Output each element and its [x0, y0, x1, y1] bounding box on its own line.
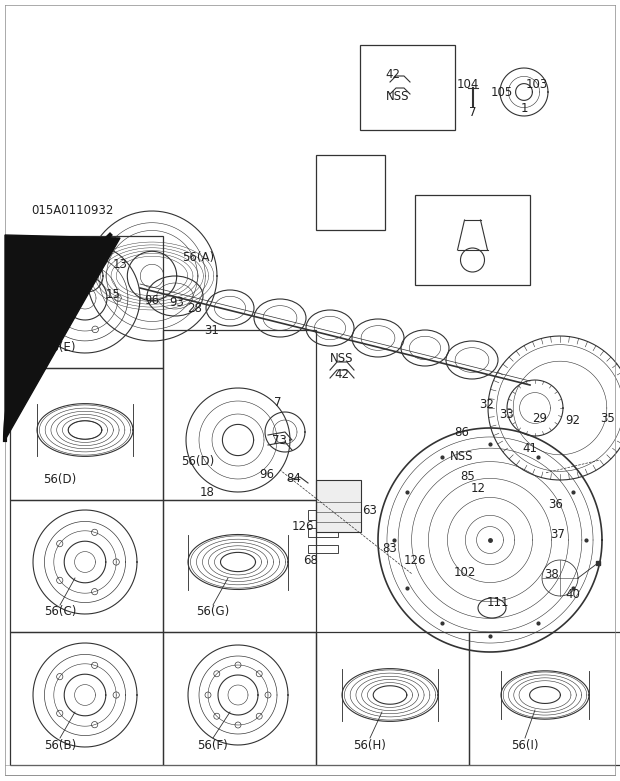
- Text: 126: 126: [292, 520, 314, 533]
- Text: 35: 35: [601, 412, 616, 425]
- Text: 111: 111: [487, 595, 509, 608]
- Text: 015A0110932: 015A0110932: [31, 204, 113, 216]
- Text: 93: 93: [169, 295, 184, 308]
- Text: 7: 7: [469, 105, 477, 119]
- Text: 56(I): 56(I): [512, 739, 539, 751]
- Text: 56(H): 56(H): [353, 739, 386, 751]
- Bar: [360, 45, 455, 130]
- Text: 18: 18: [200, 487, 215, 500]
- Bar: [316, 632, 469, 765]
- Text: 56(D): 56(D): [43, 473, 77, 487]
- Text: NSS: NSS: [450, 450, 474, 462]
- Bar: [308, 528, 338, 537]
- Text: 36: 36: [549, 498, 564, 512]
- Text: 103: 103: [526, 79, 548, 91]
- Text: 28: 28: [188, 301, 203, 315]
- Bar: [10, 236, 163, 368]
- Text: 84: 84: [286, 472, 301, 484]
- Text: 92: 92: [565, 415, 580, 427]
- Text: 56(C): 56(C): [44, 605, 76, 619]
- Text: 33: 33: [500, 408, 515, 422]
- Text: NSS: NSS: [386, 90, 410, 102]
- Text: 31: 31: [205, 323, 219, 337]
- Text: 68: 68: [304, 554, 319, 566]
- Text: 14: 14: [71, 284, 86, 297]
- Bar: [308, 545, 338, 553]
- Text: 86: 86: [454, 426, 469, 438]
- Bar: [163, 632, 316, 765]
- Text: NSS: NSS: [330, 351, 354, 365]
- Bar: [316, 480, 361, 532]
- Text: 1: 1: [520, 102, 528, 115]
- Bar: [10, 368, 163, 500]
- Bar: [415, 195, 530, 285]
- Text: 105: 105: [491, 85, 513, 98]
- Text: 56(E): 56(E): [44, 341, 76, 355]
- Text: 96: 96: [260, 468, 275, 480]
- Text: 56(B): 56(B): [44, 739, 76, 751]
- Text: 12: 12: [471, 482, 485, 494]
- Text: 102: 102: [454, 566, 476, 580]
- Bar: [163, 500, 316, 632]
- Text: 56(D): 56(D): [182, 455, 215, 469]
- Text: 7: 7: [274, 395, 281, 408]
- Text: 40: 40: [565, 589, 580, 601]
- Bar: [10, 500, 163, 632]
- Text: 126: 126: [404, 554, 427, 566]
- Text: 41: 41: [523, 443, 538, 455]
- Text: 29: 29: [533, 412, 547, 425]
- Text: 56(A): 56(A): [182, 251, 214, 265]
- Text: 96: 96: [144, 294, 159, 306]
- Text: 32: 32: [479, 398, 494, 412]
- Bar: [308, 510, 338, 520]
- Bar: [163, 330, 316, 500]
- Text: 56(G): 56(G): [197, 605, 229, 619]
- Text: 85: 85: [461, 469, 476, 483]
- Polygon shape: [5, 235, 120, 440]
- Text: 104: 104: [457, 79, 479, 91]
- Text: 38: 38: [544, 569, 559, 582]
- Text: 15: 15: [105, 288, 120, 301]
- Text: 42: 42: [335, 369, 350, 381]
- Text: 13: 13: [113, 259, 128, 272]
- Text: 83: 83: [383, 541, 397, 555]
- Bar: [10, 632, 163, 765]
- Bar: [316, 155, 385, 230]
- Bar: [469, 632, 620, 765]
- Text: 63: 63: [363, 504, 378, 516]
- Text: 73: 73: [272, 433, 286, 447]
- Text: 56(F): 56(F): [198, 739, 228, 751]
- Text: 42: 42: [386, 69, 401, 81]
- Text: 37: 37: [551, 529, 565, 541]
